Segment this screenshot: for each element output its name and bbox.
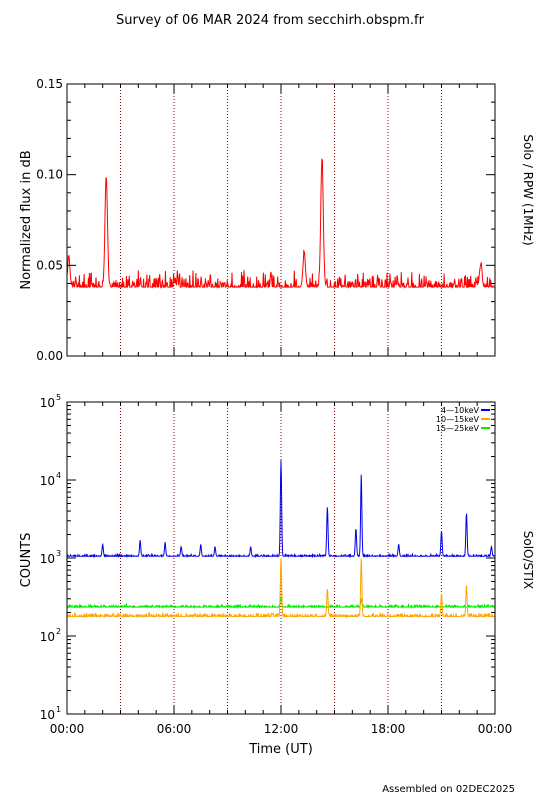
stix-series-line <box>66 557 495 619</box>
rpw-panel: 0.00 0.05 0.10 0.15 Normalized flux in dB S… <box>19 77 535 363</box>
stix-legend-label: 10—15keV <box>436 415 480 424</box>
rpw-guide-lines <box>120 84 442 356</box>
stix-y-tick-exp: 5 <box>56 393 61 402</box>
stix-series-line <box>66 460 496 559</box>
stix-y-tick-exp: 4 <box>56 471 61 480</box>
rpw-flux-line <box>66 158 495 290</box>
stix-y-tick-base: 10 <box>40 708 55 722</box>
stix-series-group <box>66 460 496 619</box>
stix-legend-label: 15—25keV <box>436 424 480 433</box>
stix-y-tick-base: 10 <box>40 474 55 488</box>
rpw-ticks: 0.00 0.05 0.10 0.15 <box>36 77 496 363</box>
stix-x-tick-label: 18:00 <box>371 722 406 736</box>
stix-y-tick-exp: 2 <box>56 627 61 636</box>
stix-y-tick-base: 10 <box>40 552 55 566</box>
rpw-y-tick-label: 0.00 <box>36 349 63 363</box>
stix-x-tick-label: 00:00 <box>478 722 513 736</box>
stix-legend-label: 4—10keV <box>441 406 480 415</box>
stix-y-tick-exp: 1 <box>56 705 61 714</box>
stix-x-tick-label: 00:00 <box>50 722 85 736</box>
stix-y-tick-base: 10 <box>40 396 55 410</box>
stix-x-tick-label: 06:00 <box>157 722 192 736</box>
rpw-series-group <box>66 158 495 290</box>
stix-y-tick-base: 10 <box>40 630 55 644</box>
rpw-right-label: Solo / RPW (1MHz) <box>521 134 535 245</box>
figure-title: Survey of 06 MAR 2024 from secchirh.obsp… <box>116 13 425 28</box>
rpw-y-tick-label: 0.10 <box>36 168 63 182</box>
rpw-y-tick-label: 0.15 <box>36 77 63 91</box>
stix-ylabel: COUNTS <box>19 533 34 588</box>
stix-x-tick-label: 12:00 <box>264 722 299 736</box>
assembled-footer: Assembled on 02DEC2025 <box>382 784 515 795</box>
stix-y-tick-exp: 3 <box>56 549 61 558</box>
stix-series-line <box>67 596 495 610</box>
rpw-y-tick-label: 0.05 <box>36 258 63 272</box>
rpw-ylabel: Normalized flux in dB <box>19 150 34 289</box>
stix-xlabel: Time (UT) <box>248 742 313 757</box>
stix-right-label: SolO/STIX <box>521 531 535 590</box>
